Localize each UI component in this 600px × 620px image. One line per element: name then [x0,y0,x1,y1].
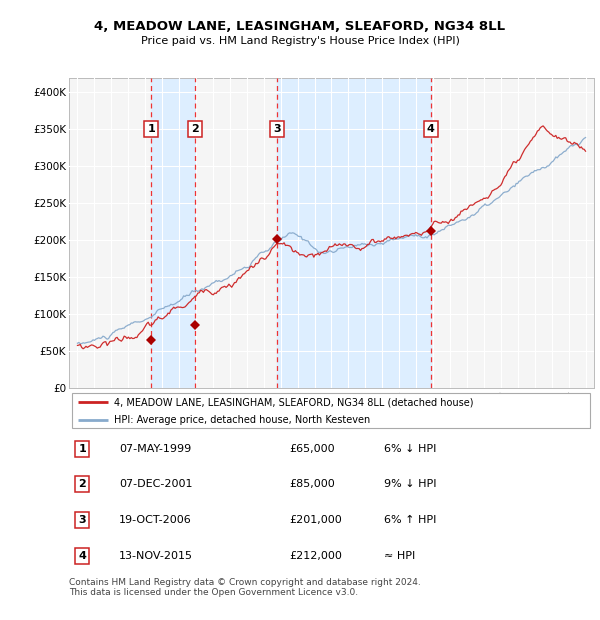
Text: £65,000: £65,000 [290,444,335,454]
Text: £212,000: £212,000 [290,551,343,560]
Text: 6% ↑ HPI: 6% ↑ HPI [384,515,436,525]
Text: 1: 1 [147,124,155,134]
FancyBboxPatch shape [71,393,590,428]
Text: 07-DEC-2001: 07-DEC-2001 [119,479,193,489]
Text: 9% ↓ HPI: 9% ↓ HPI [384,479,437,489]
Text: 3: 3 [274,124,281,134]
Text: 19-OCT-2006: 19-OCT-2006 [119,515,191,525]
Text: HPI: Average price, detached house, North Kesteven: HPI: Average price, detached house, Nort… [113,415,370,425]
Text: 2: 2 [78,479,86,489]
Text: 6% ↓ HPI: 6% ↓ HPI [384,444,436,454]
Text: Contains HM Land Registry data © Crown copyright and database right 2024.
This d: Contains HM Land Registry data © Crown c… [69,578,421,597]
Text: 4, MEADOW LANE, LEASINGHAM, SLEAFORD, NG34 8LL (detached house): 4, MEADOW LANE, LEASINGHAM, SLEAFORD, NG… [113,397,473,407]
Text: 4: 4 [427,124,435,134]
Text: ≈ HPI: ≈ HPI [384,551,415,560]
Text: 07-MAY-1999: 07-MAY-1999 [119,444,191,454]
Text: 13-NOV-2015: 13-NOV-2015 [119,551,193,560]
Text: Price paid vs. HM Land Registry's House Price Index (HPI): Price paid vs. HM Land Registry's House … [140,36,460,46]
Text: 4: 4 [78,551,86,560]
Text: 1: 1 [78,444,86,454]
Text: £85,000: £85,000 [290,479,335,489]
Text: 3: 3 [79,515,86,525]
Text: 4, MEADOW LANE, LEASINGHAM, SLEAFORD, NG34 8LL: 4, MEADOW LANE, LEASINGHAM, SLEAFORD, NG… [94,20,506,33]
Bar [277,78,431,388]
Bar [151,78,194,388]
Text: 2: 2 [191,124,199,134]
Text: £201,000: £201,000 [290,515,342,525]
